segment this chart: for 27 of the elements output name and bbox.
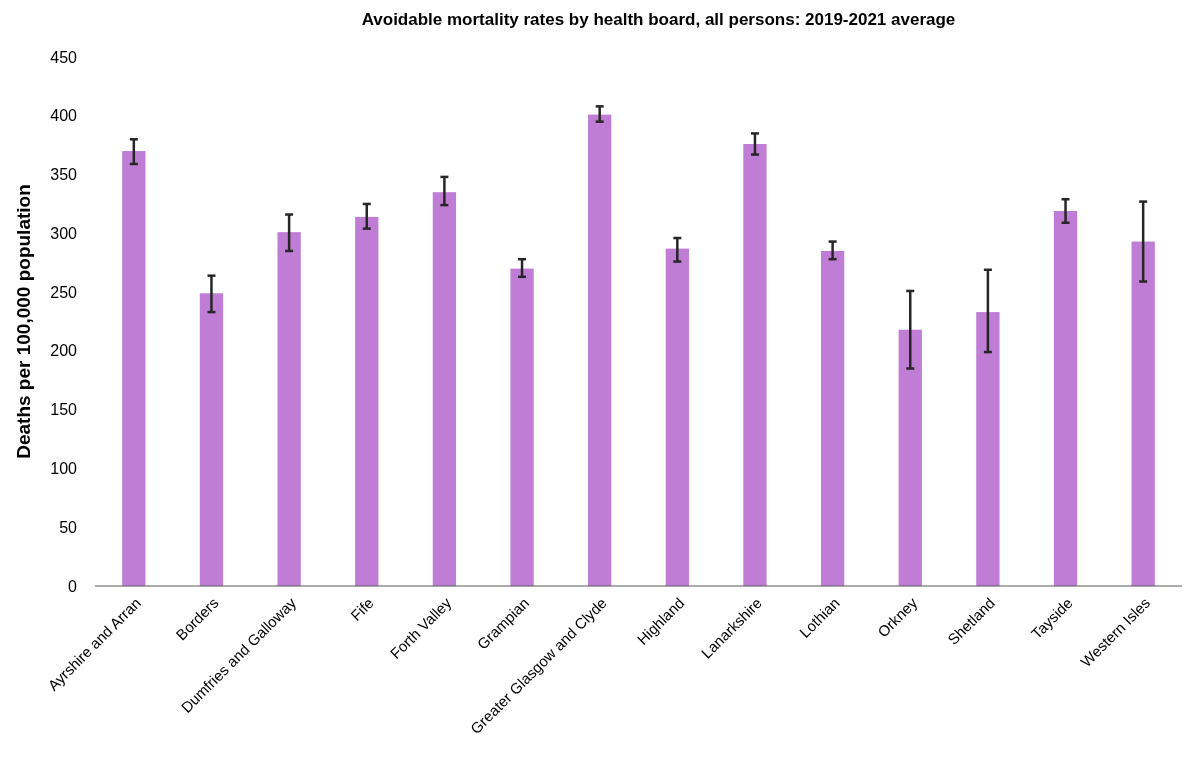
y-tick-label: 350 bbox=[50, 166, 78, 184]
bar bbox=[1053, 211, 1078, 586]
y-tick-label: 0 bbox=[68, 577, 78, 595]
bar bbox=[743, 143, 767, 586]
bar bbox=[355, 216, 379, 586]
chart-title: Avoidable mortality rates by health board, all persons: 2019-2021 average bbox=[361, 10, 956, 29]
y-tick-label: 200 bbox=[50, 342, 78, 360]
bar bbox=[665, 248, 689, 586]
y-tick-label: 400 bbox=[50, 107, 78, 125]
bar bbox=[277, 232, 301, 586]
bar bbox=[588, 114, 612, 586]
y-tick-label: 100 bbox=[50, 460, 78, 478]
bar bbox=[199, 293, 224, 586]
bar bbox=[820, 250, 845, 586]
y-axis-title: Deaths per 100,000 population bbox=[13, 184, 34, 459]
bar bbox=[976, 312, 1000, 586]
x-tick-label: Fife bbox=[347, 594, 377, 624]
bar bbox=[122, 151, 146, 586]
bar bbox=[432, 192, 457, 586]
y-tick-label: 300 bbox=[50, 224, 78, 242]
y-tick-label: 450 bbox=[50, 48, 78, 66]
y-tick-label: 50 bbox=[59, 518, 78, 536]
bar bbox=[510, 268, 534, 586]
bar bbox=[1131, 241, 1155, 586]
y-tick-label: 250 bbox=[50, 283, 78, 301]
bar bbox=[898, 329, 922, 586]
y-tick-label: 150 bbox=[50, 401, 78, 419]
